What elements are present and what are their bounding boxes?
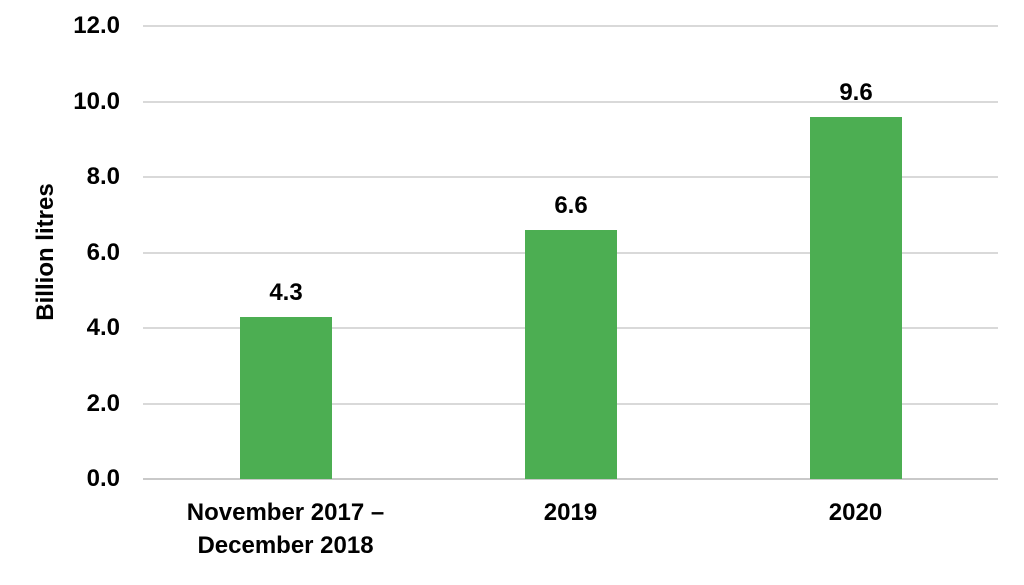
bar-value-label: 6.6: [554, 192, 588, 219]
y-axis-tick-label: 6.0: [86, 239, 120, 266]
y-axis-tick-label: 4.0: [86, 314, 120, 341]
bar: [525, 230, 617, 479]
y-axis-tick-label: 2.0: [86, 390, 120, 417]
y-axis-tick-label: 12.0: [73, 12, 120, 39]
bar-value-label: 9.6: [839, 79, 873, 106]
y-axis-tick-label: 0.0: [86, 465, 120, 492]
gridline: [143, 25, 998, 27]
bar: [810, 117, 902, 479]
x-axis-line: [143, 478, 998, 480]
x-axis-category-label: 2019: [543, 499, 598, 526]
gridline: [143, 176, 998, 178]
y-axis-tick-label: 8.0: [86, 163, 120, 190]
bar: [240, 317, 332, 479]
gridline: [143, 101, 998, 103]
x-axis-category-label: November 2017 – December 2018: [186, 499, 385, 559]
x-axis-category-label: 2020: [828, 499, 883, 526]
y-axis-tick-label: 10.0: [73, 88, 120, 115]
bar-value-label: 4.3: [269, 279, 303, 306]
